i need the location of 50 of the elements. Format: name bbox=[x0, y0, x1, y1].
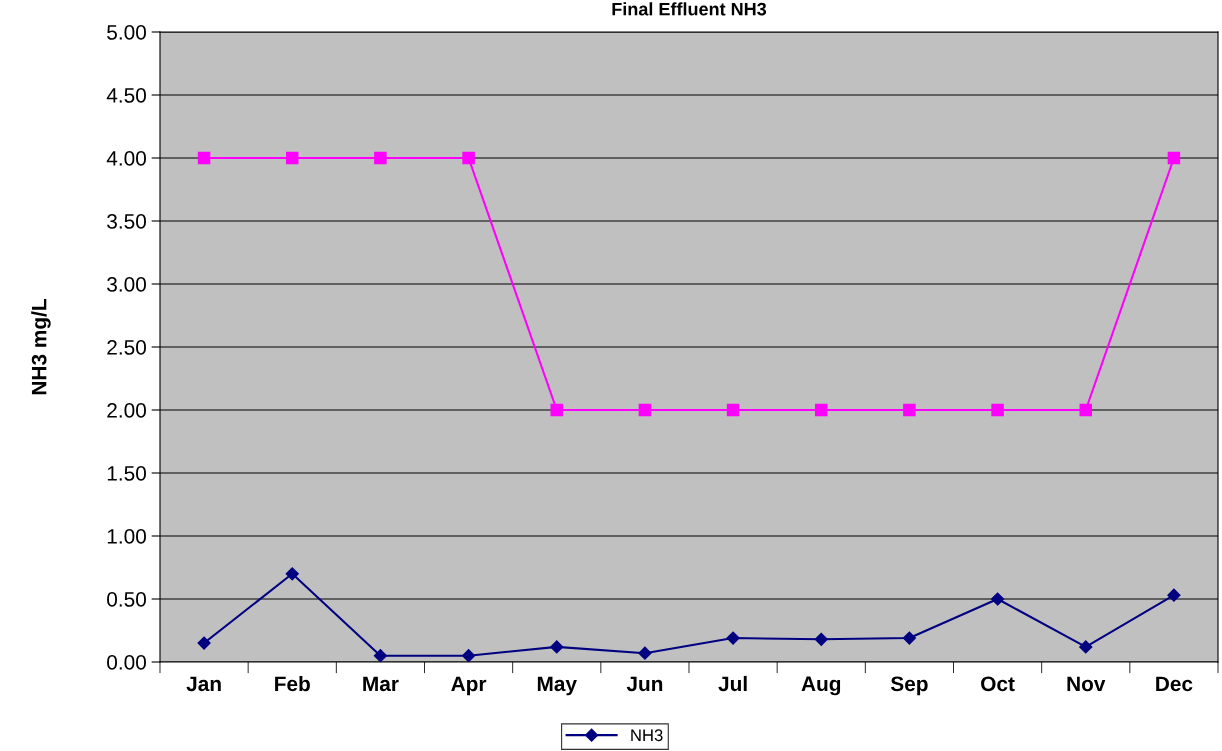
point bbox=[903, 403, 916, 417]
point bbox=[197, 636, 211, 650]
point bbox=[374, 151, 387, 165]
legend-label: NH3 bbox=[631, 729, 663, 742]
chart-title: Final Effluent NH3 bbox=[612, 2, 767, 16]
y-tick-label: 0.00 bbox=[107, 655, 146, 670]
point bbox=[550, 403, 564, 417]
y-tick-label: 4.50 bbox=[106, 88, 146, 103]
x-tick-label: Jun bbox=[626, 676, 663, 692]
y-tick-label: 0.50 bbox=[107, 592, 146, 607]
point bbox=[726, 403, 740, 417]
x-tick-label: Oct bbox=[981, 676, 1015, 692]
x-tick-label: Feb bbox=[275, 675, 310, 692]
point bbox=[550, 640, 564, 654]
x-tick-label: Apr bbox=[451, 676, 487, 696]
x-tick-label: Dec bbox=[1156, 676, 1193, 692]
x-tick-label: Mar bbox=[363, 676, 399, 692]
y-tick-label: 2.00 bbox=[107, 403, 146, 418]
point bbox=[285, 567, 299, 581]
point bbox=[373, 649, 388, 662]
point bbox=[991, 403, 1004, 417]
point bbox=[1079, 403, 1093, 417]
point bbox=[462, 151, 475, 165]
point bbox=[1167, 588, 1181, 602]
point bbox=[902, 631, 917, 645]
point bbox=[638, 646, 652, 660]
x-tick-label: May bbox=[537, 676, 577, 696]
y-tick-label: 3.50 bbox=[107, 214, 146, 229]
point bbox=[1079, 640, 1093, 654]
y-tick-label: 5.00 bbox=[107, 25, 146, 40]
point bbox=[197, 151, 211, 165]
x-tick-label: Jan bbox=[186, 676, 221, 692]
point bbox=[461, 649, 476, 662]
point bbox=[814, 632, 828, 646]
point bbox=[1167, 151, 1181, 165]
y-tick-label: 4.00 bbox=[106, 151, 146, 166]
y-axis-title: NH3 mg/L bbox=[31, 299, 51, 395]
x-tick-label: Jul bbox=[718, 675, 747, 692]
y-tick-label: 1.00 bbox=[107, 529, 146, 544]
x-tick-label: Aug bbox=[801, 676, 841, 696]
point bbox=[814, 403, 828, 417]
x-tick-label: Sep bbox=[890, 676, 928, 696]
point bbox=[990, 592, 1005, 606]
x-tick-label: Nov bbox=[1067, 676, 1106, 692]
point bbox=[638, 403, 652, 417]
y-tick-label: 2.50 bbox=[107, 340, 146, 355]
point bbox=[285, 151, 299, 165]
point bbox=[726, 631, 740, 645]
y-tick-label: 3.00 bbox=[107, 277, 146, 292]
y-tick-label: 1.50 bbox=[107, 466, 146, 481]
